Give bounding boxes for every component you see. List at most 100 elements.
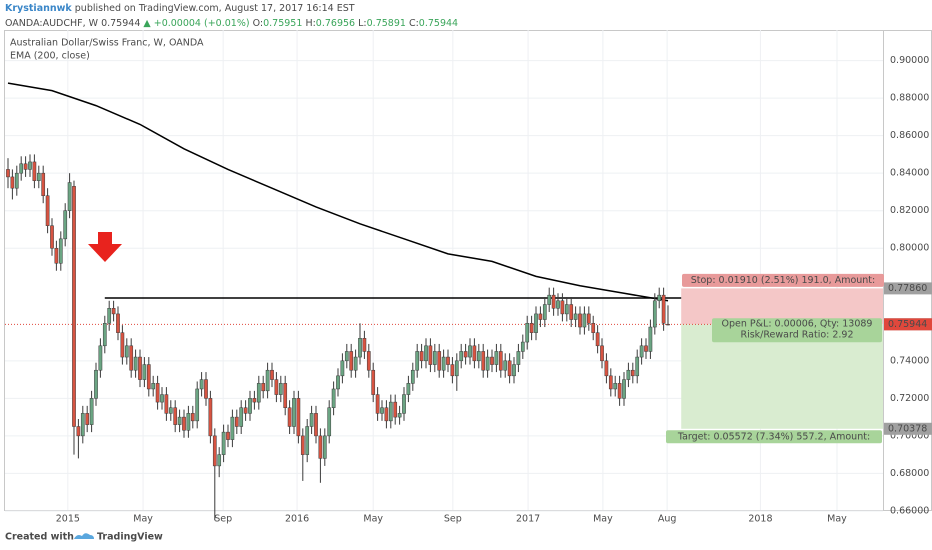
candle-body <box>406 383 411 395</box>
candle-body <box>274 379 279 395</box>
candle-body <box>534 313 538 333</box>
candle-body <box>586 313 591 324</box>
h: 0.76956 <box>316 18 355 29</box>
candle-body <box>124 345 129 358</box>
candle-body <box>173 407 178 425</box>
candle-body <box>604 360 609 377</box>
candle-body <box>265 369 270 392</box>
candle-body <box>380 407 384 414</box>
candle-body <box>98 345 103 371</box>
candle-body <box>542 304 547 320</box>
candle-body <box>446 356 450 365</box>
candle-body <box>595 332 600 347</box>
candle-body <box>283 383 288 408</box>
position-label: Open P&L: 0.00006, Qty: 13089 <box>722 319 873 330</box>
candle-body <box>578 313 582 328</box>
price-label-bg <box>884 422 932 435</box>
candle-body <box>80 413 85 437</box>
candle-body <box>608 375 613 390</box>
candle-body <box>626 369 631 380</box>
price-label-bg <box>884 282 932 295</box>
y-tick-label: 0.80000 <box>890 243 929 254</box>
candle-body <box>393 401 398 418</box>
y-tick-label: 0.86000 <box>890 130 929 141</box>
x-tick-label: Sep <box>444 514 462 525</box>
candle-body <box>116 313 120 333</box>
candle-body <box>248 398 252 414</box>
x-tick-label: May <box>363 514 383 525</box>
candle-body <box>230 416 235 440</box>
candle-body <box>490 356 494 365</box>
price-label: 0.77860 <box>888 283 927 294</box>
candle-body <box>120 332 125 358</box>
candle-body <box>344 351 349 362</box>
candle-body <box>362 338 367 352</box>
candle-body <box>142 364 147 380</box>
candle-body <box>617 383 622 399</box>
candle-body <box>437 351 442 371</box>
chart-title: Australian Dollar/Swiss Franc, W, OANDA <box>10 38 204 49</box>
price-label: 0.75944 <box>888 319 927 330</box>
candle-body <box>164 394 169 414</box>
y-tick-label: 0.74000 <box>890 355 929 366</box>
candle-body <box>582 313 587 328</box>
header-line-1: Krystiannwk published on TradingView.com… <box>5 3 355 14</box>
candle-body <box>212 435 217 467</box>
candle-body <box>428 345 433 365</box>
candle-body <box>208 398 213 437</box>
candle-body <box>397 413 402 418</box>
candle-body <box>630 369 635 377</box>
l-label: L: <box>358 18 367 29</box>
candle-body <box>32 161 37 181</box>
candle-body <box>72 186 76 427</box>
label-box <box>682 273 884 287</box>
candle-body <box>177 416 182 425</box>
candle-body <box>102 323 107 347</box>
x-tick-label: May <box>133 514 153 525</box>
candle-body <box>384 407 389 422</box>
candle-body <box>547 294 552 305</box>
y-tick-label: 0.66000 <box>890 505 929 516</box>
candle-body <box>476 351 481 362</box>
candle-body <box>375 394 380 414</box>
x-tick-label: 2017 <box>516 514 540 525</box>
candle-body <box>309 413 314 427</box>
candle-body <box>160 394 164 403</box>
y-tick-label: 0.88000 <box>890 93 929 104</box>
o: 0.75951 <box>263 18 302 29</box>
candle-body <box>54 247 59 264</box>
candle-body <box>322 435 327 459</box>
footer-created: Created with <box>5 532 74 543</box>
candle-body <box>441 356 446 371</box>
price-label-bg <box>884 318 932 331</box>
candle-body <box>327 407 332 437</box>
candle-body <box>190 413 195 422</box>
author: Krystiannwk <box>5 3 72 14</box>
candle-body <box>278 383 283 395</box>
candle-body <box>6 169 10 178</box>
x-tick-label: 2016 <box>285 514 309 525</box>
y-tick-label: 0.68000 <box>890 468 929 479</box>
candle-body <box>234 416 239 427</box>
candle-body <box>468 345 472 358</box>
candle-body <box>300 435 305 455</box>
candle-body <box>415 351 420 371</box>
candle-body <box>551 294 556 309</box>
candle-body <box>36 172 41 181</box>
position-label: Risk/Reward Ratio: 2.92 <box>740 330 853 341</box>
candle-body <box>256 383 261 403</box>
candle-body <box>388 401 393 422</box>
position-label: Target: 0.05572 (7.34%) 557.2, Amount: <box>677 431 870 442</box>
candle-body <box>600 345 604 362</box>
x-tick-label: 2018 <box>748 514 772 525</box>
ema-legend: EMA (200, close) <box>10 51 90 62</box>
candle-body <box>270 369 274 380</box>
price-label: 0.70378 <box>888 423 927 434</box>
candle-body <box>366 351 371 371</box>
symbol: OANDA:AUDCHF, W <box>5 18 99 29</box>
candle-body <box>336 375 340 390</box>
candle-body <box>450 364 455 377</box>
candle-body <box>529 323 534 333</box>
